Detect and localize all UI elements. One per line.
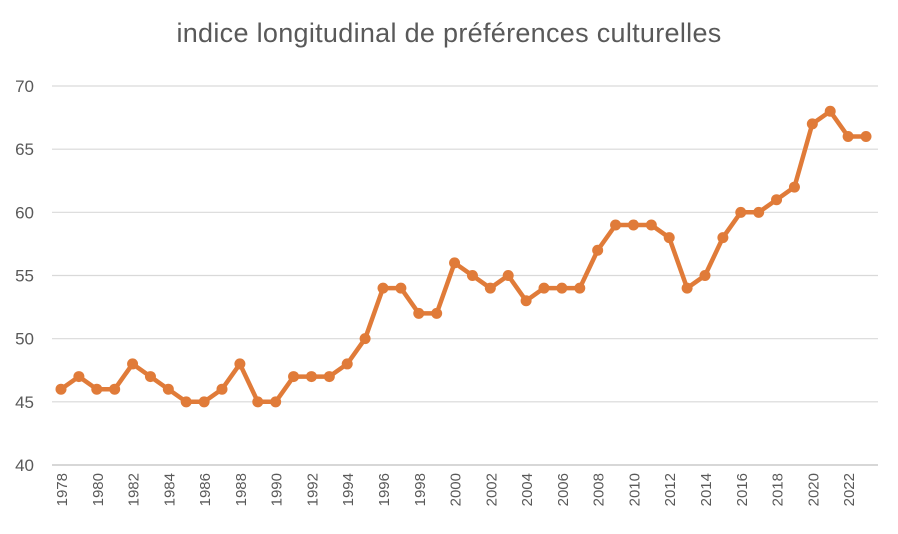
data-point-2003 — [502, 270, 514, 281]
x-tick-label: 1986 — [197, 473, 214, 506]
data-point-1992 — [305, 371, 317, 383]
data-point-1997 — [395, 282, 407, 294]
x-tick-label: 2004 — [519, 473, 536, 506]
data-point-1987 — [216, 383, 228, 395]
data-point-1983 — [144, 371, 156, 383]
y-tick-label: 50 — [15, 330, 34, 349]
data-point-2013 — [681, 282, 693, 294]
data-point-1991 — [288, 371, 300, 383]
data-point-1993 — [323, 371, 335, 383]
data-point-2005 — [538, 282, 550, 294]
data-point-2017 — [753, 206, 765, 218]
data-point-1978 — [55, 383, 67, 395]
data-point-2015 — [717, 232, 729, 244]
y-tick-label: 65 — [15, 140, 34, 159]
data-point-2018 — [771, 194, 783, 206]
x-tick-label: 1998 — [412, 473, 429, 506]
x-tick-label: 1990 — [269, 473, 286, 506]
x-tick-label: 1980 — [90, 473, 107, 506]
data-point-2016 — [735, 206, 747, 218]
gridlines — [52, 85, 878, 466]
x-tick-label: 2006 — [555, 473, 572, 506]
data-point-2023 — [860, 131, 872, 143]
data-point-2006 — [556, 282, 568, 294]
x-tick-label: 2016 — [734, 473, 751, 506]
data-point-2002 — [484, 282, 496, 294]
data-point-1996 — [377, 282, 389, 294]
x-tick-label: 1978 — [54, 473, 71, 506]
data-point-1999 — [431, 307, 443, 319]
x-tick-label: 1996 — [376, 473, 393, 506]
data-point-2007 — [574, 282, 586, 294]
y-tick-label: 55 — [15, 267, 34, 286]
series-line — [58, 109, 869, 405]
x-tick-label: 2014 — [698, 473, 715, 506]
x-tick-label: 1992 — [304, 473, 321, 506]
data-point-1980 — [91, 383, 103, 395]
data-point-1982 — [127, 358, 139, 370]
data-point-2019 — [788, 181, 800, 193]
data-point-2004 — [520, 295, 532, 307]
data-point-1985 — [180, 396, 192, 408]
data-point-1994 — [341, 358, 353, 370]
data-point-2000 — [449, 257, 461, 269]
x-tick-label: 2020 — [805, 473, 822, 506]
x-tick-label: 2008 — [591, 473, 608, 506]
data-point-2009 — [610, 219, 622, 231]
data-point-2021 — [824, 105, 836, 117]
x-tick-label: 2012 — [662, 473, 679, 506]
x-tick-label: 2000 — [448, 473, 465, 506]
data-point-1998 — [413, 307, 425, 319]
x-tick-label: 1984 — [161, 473, 178, 506]
data-series — [55, 105, 872, 408]
data-point-2008 — [592, 244, 604, 256]
x-tick-label: 2018 — [770, 473, 787, 506]
y-tick-label: 45 — [15, 393, 34, 412]
y-axis: 40 45 50 55 60 65 70 — [15, 77, 34, 475]
data-point-2022 — [842, 131, 854, 143]
data-point-2001 — [466, 270, 478, 281]
data-point-1995 — [359, 333, 371, 345]
data-point-2020 — [806, 118, 818, 130]
data-point-1984 — [162, 383, 174, 395]
data-point-1990 — [270, 396, 282, 408]
y-tick-label: 60 — [15, 203, 34, 222]
x-tick-label: 2022 — [841, 473, 858, 506]
data-point-2011 — [645, 219, 657, 231]
data-point-1981 — [109, 383, 121, 395]
data-point-1986 — [198, 396, 210, 408]
data-point-2014 — [699, 270, 711, 281]
y-tick-label: 70 — [15, 77, 34, 96]
x-tick-label: 1982 — [126, 473, 143, 506]
x-tick-label: 1994 — [340, 473, 357, 506]
data-point-1979 — [73, 371, 85, 383]
data-point-2012 — [663, 232, 675, 244]
x-tick-label: 1988 — [233, 473, 250, 506]
x-tick-label: 2002 — [483, 473, 500, 506]
chart-title: indice longitudinal de préférences cultu… — [176, 18, 722, 48]
y-tick-label: 40 — [15, 456, 34, 475]
data-point-1988 — [234, 358, 246, 370]
x-axis: 1978 1980 1982 1984 1986 1988 1990 1992 1994 1996… — [54, 473, 858, 506]
data-point-2010 — [627, 219, 639, 231]
x-tick-label: 2010 — [626, 473, 643, 506]
data-point-1989 — [252, 396, 264, 408]
